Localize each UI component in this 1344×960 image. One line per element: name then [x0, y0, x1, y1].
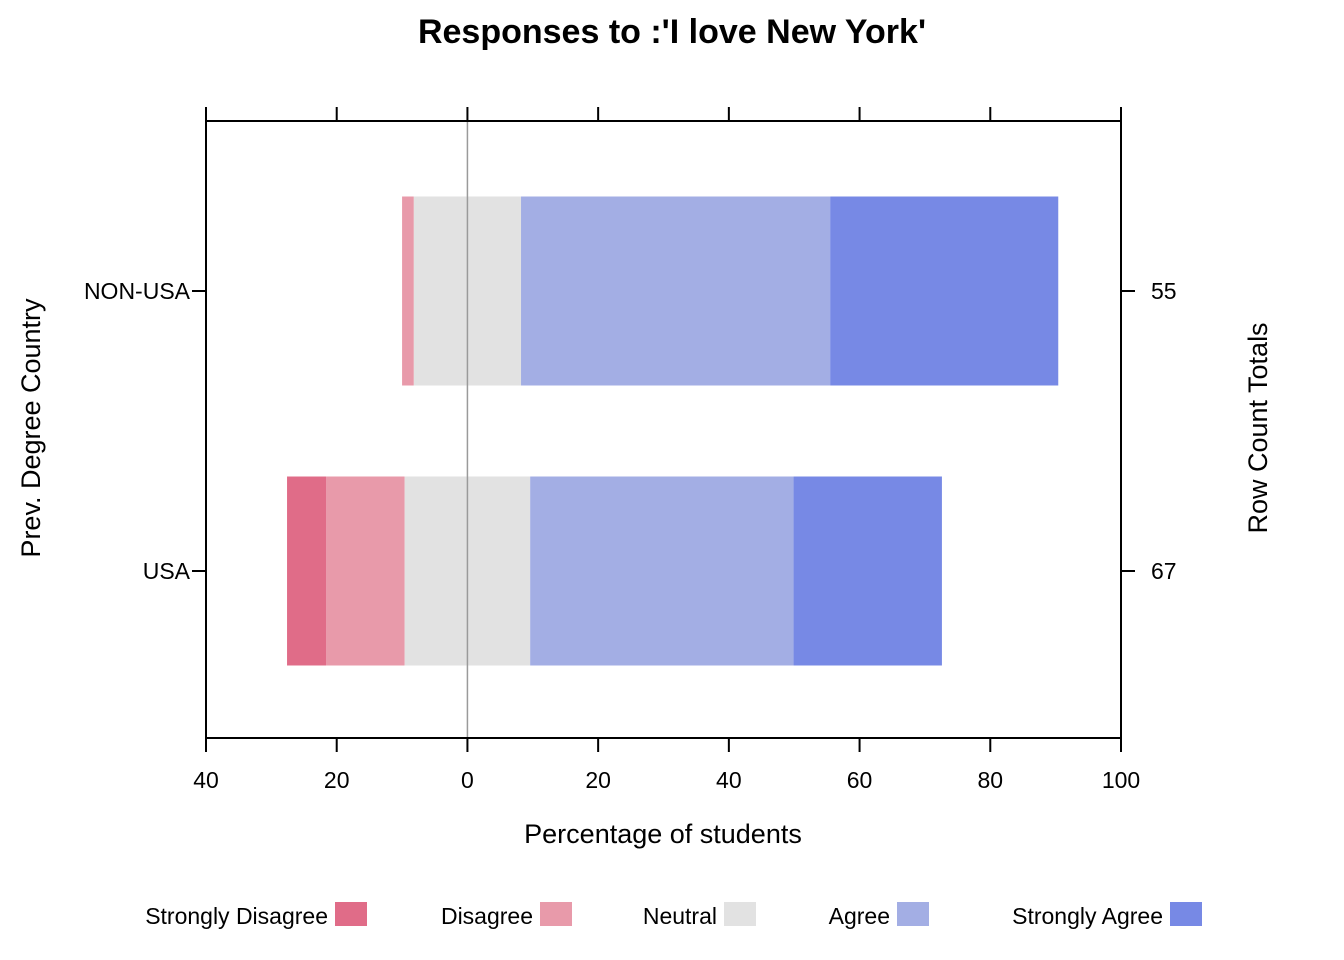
bar-usa-disagree	[326, 476, 405, 666]
legend-swatch	[897, 902, 929, 926]
legend-label: Neutral	[643, 903, 717, 929]
bar-usa-strongly-disagree	[287, 476, 327, 666]
legend-swatch	[724, 902, 756, 926]
legend-label: Disagree	[441, 903, 533, 929]
x-tick-label: 40	[193, 767, 219, 793]
bar-usa-agree	[530, 476, 794, 666]
legend-label: Agree	[829, 903, 890, 929]
x-tick-label: 80	[977, 767, 1003, 793]
x-tick-label: 20	[324, 767, 350, 793]
bar-usa-strongly-agree	[793, 476, 942, 666]
x-tick-label: 0	[461, 767, 474, 793]
plot-panel	[205, 120, 1122, 739]
x-tick-label: 40	[716, 767, 742, 793]
axis-ticks: 40 20 0 20 40 60 80 100 NON-USA 55 USA 67	[84, 107, 1177, 793]
row-total-label: 55	[1151, 278, 1177, 304]
legend-swatch	[540, 902, 572, 926]
x-axis-label: Percentage of students	[524, 819, 802, 849]
chart-title: Responses to :'I love New York'	[418, 13, 926, 51]
bar-non-usa-strongly-agree	[830, 196, 1059, 386]
legend-label: Strongly Disagree	[145, 903, 328, 929]
y-axis-label: Prev. Degree Country	[16, 298, 46, 558]
x-tick-label: 100	[1102, 767, 1140, 793]
row-total-label: 67	[1151, 558, 1177, 584]
category-label: NON-USA	[84, 278, 191, 304]
category-label: USA	[143, 558, 191, 584]
bars-group	[287, 196, 1059, 666]
x-tick-label: 60	[847, 767, 873, 793]
legend-swatch	[1170, 902, 1202, 926]
legend: Strongly Disagree Disagree Neutral Agree Str…	[145, 902, 1202, 929]
legend-swatch	[335, 902, 367, 926]
right-axis-label: Row Count Totals	[1243, 322, 1273, 533]
bar-non-usa-agree	[521, 196, 831, 386]
x-tick-label: 20	[585, 767, 611, 793]
bar-non-usa-disagree	[402, 196, 414, 386]
legend-label: Strongly Agree	[1012, 903, 1163, 929]
